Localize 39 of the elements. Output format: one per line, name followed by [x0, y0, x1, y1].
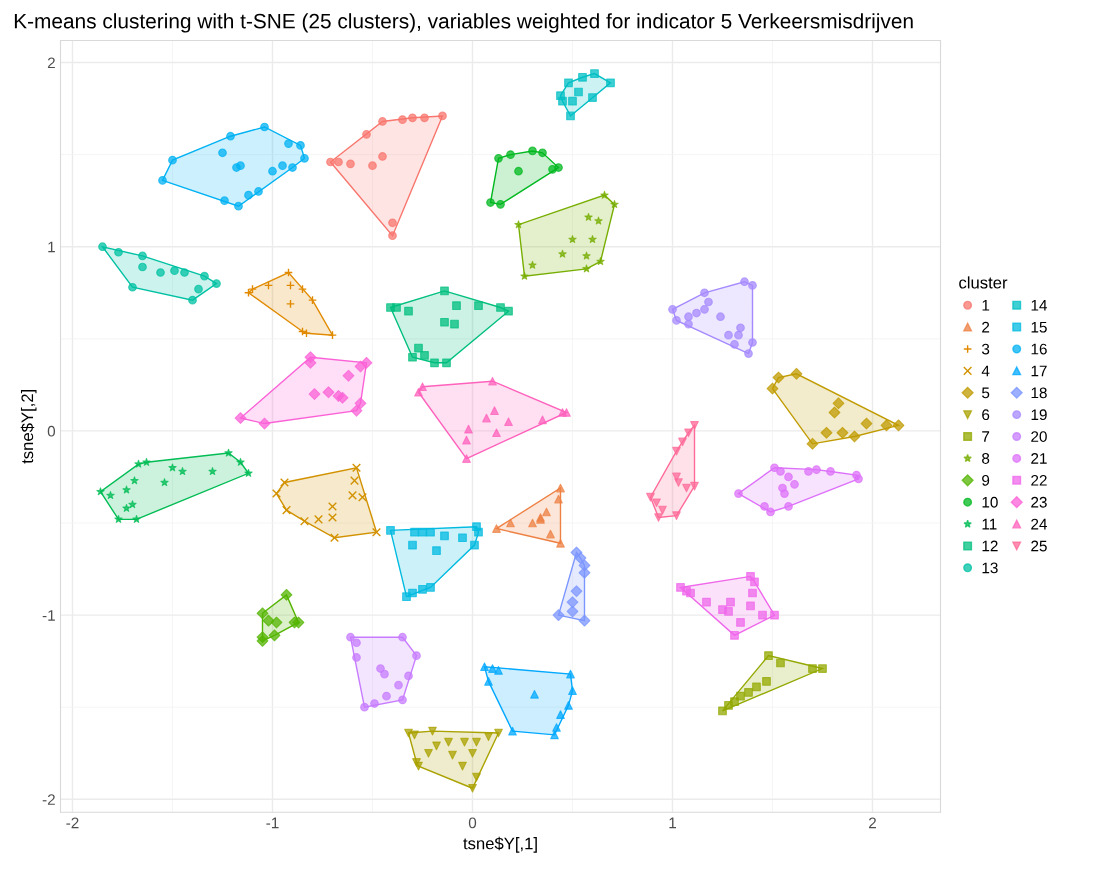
legend-label: 20 — [1031, 431, 1047, 442]
legend-label: 7 — [982, 431, 990, 442]
y-tick-label: -2 — [42, 794, 55, 805]
legend-label: 1 — [982, 300, 990, 311]
x-axis-title: tsne$Y[,1] — [463, 836, 537, 853]
legend-label: 3 — [981, 343, 990, 355]
y-axis-title: tsne$Y[,2] — [20, 389, 37, 464]
y-tick-label: 0 — [47, 425, 56, 437]
y-tick-label: -1 — [42, 610, 55, 621]
y-tick-label: 1 — [48, 241, 55, 253]
x-tick-label: -1 — [266, 817, 279, 829]
legend-label: 17 — [1031, 365, 1047, 377]
x-tick-label: -2 — [66, 817, 79, 829]
legend-label: 6 — [982, 409, 990, 421]
x-tick-label: 0 — [468, 817, 477, 829]
legend-label: 8 — [982, 453, 990, 464]
legend-label: 25 — [1031, 540, 1047, 552]
legend-label: 23 — [1031, 496, 1047, 508]
legend-title: cluster — [959, 276, 1008, 289]
x-tick-label: 1 — [669, 817, 676, 829]
legend-label: 11 — [982, 518, 997, 530]
legend-label: 12 — [982, 540, 998, 552]
legend-label: 24 — [1031, 518, 1047, 530]
legend-label: 15 — [1031, 321, 1047, 333]
legend-label: 2 — [982, 321, 990, 333]
y-tick-label: 2 — [47, 57, 55, 69]
legend-label: 18 — [1031, 387, 1047, 399]
chart-title: K-means clustering with t-SNE (25 clusters), variables weighted for indicator 5 Verkeersmisdrijven — [14, 13, 913, 33]
legend-label: 4 — [981, 365, 990, 377]
legend-label: 22 — [1031, 474, 1047, 486]
legend-label: 21 — [1031, 453, 1047, 464]
legend-label: 13 — [982, 562, 998, 574]
legend-label: 14 — [1031, 300, 1047, 311]
legend-label: 16 — [1031, 343, 1047, 355]
legend-label: 5 — [981, 387, 990, 399]
x-tick-label: 2 — [869, 817, 876, 829]
legend-label: 9 — [982, 474, 990, 486]
legend-label: 19 — [1031, 409, 1047, 421]
legend-label: 10 — [982, 496, 998, 508]
